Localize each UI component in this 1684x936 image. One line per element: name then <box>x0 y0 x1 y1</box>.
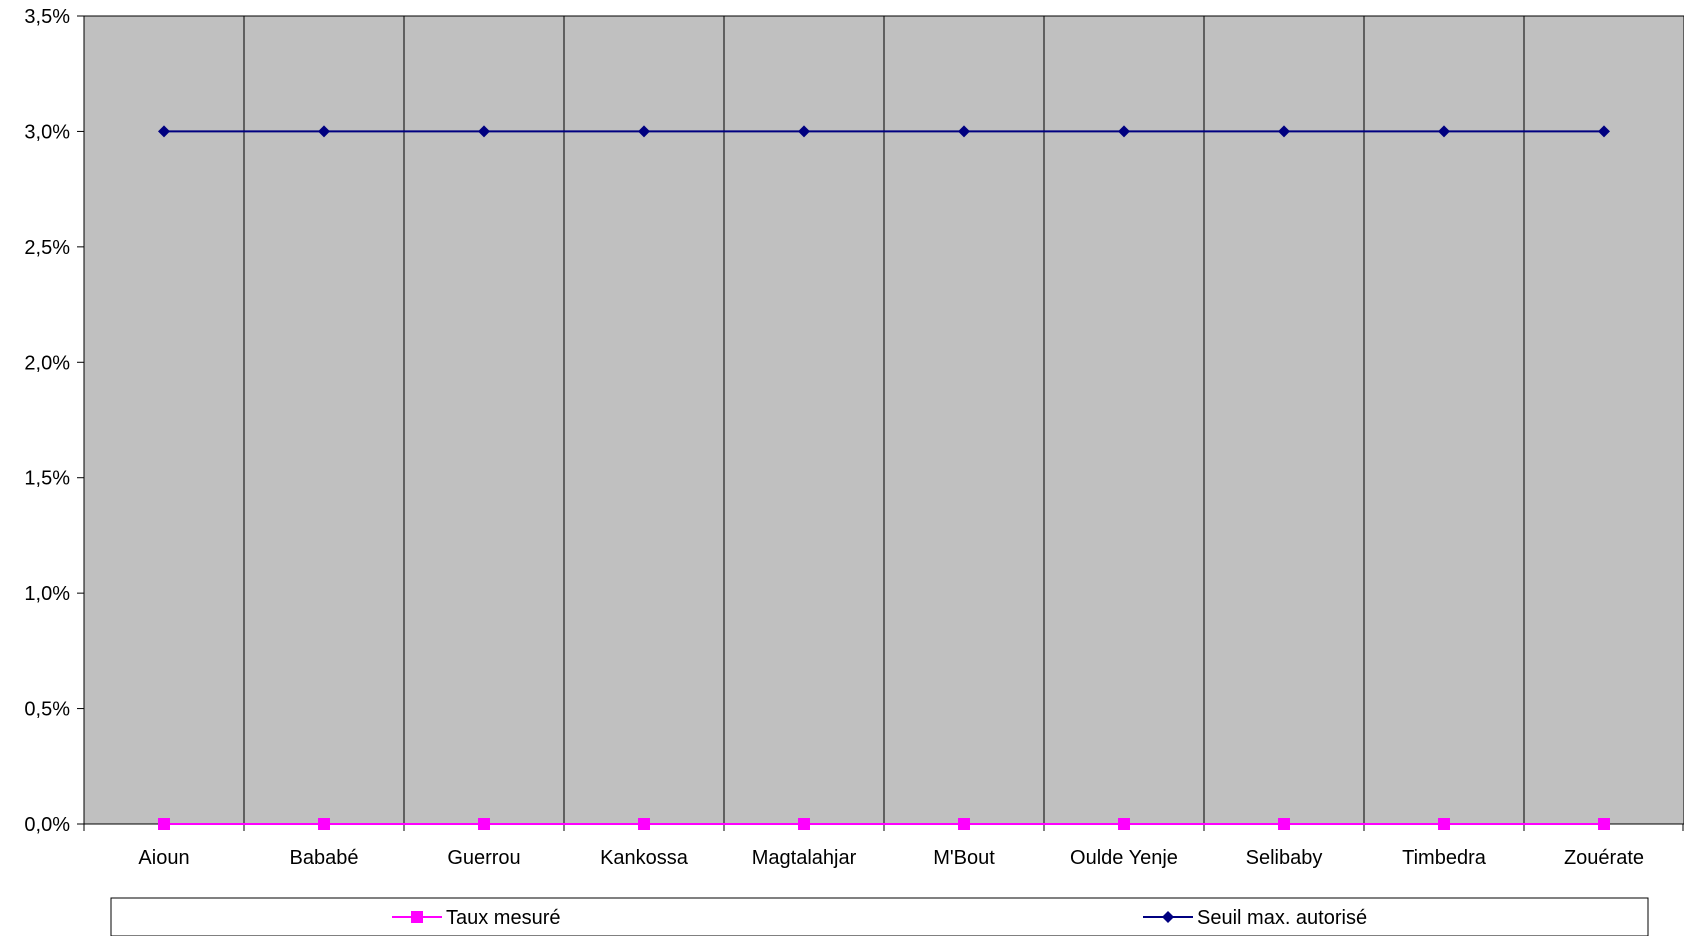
x-tick-label: Oulde Yenje <box>1070 847 1178 869</box>
x-tick-label: Selibaby <box>1246 847 1323 869</box>
y-tick-label: 1,0% <box>24 583 70 605</box>
marker-square <box>1118 818 1130 830</box>
legend-box <box>110 897 1649 936</box>
legend-label-taux-mesure: Taux mesuré <box>446 907 561 929</box>
category-dividers <box>243 16 1525 824</box>
legend: Taux mesuré Seuil max. autorisé <box>110 897 1649 936</box>
x-tick-label: Bababé <box>290 847 359 869</box>
marker-diamond <box>958 125 970 138</box>
legend-marker-taux-mesure <box>411 911 423 923</box>
marker-square <box>798 818 810 830</box>
y-axis: 0,0% 0,5% 1,0% 1,5% 2,0% 2,5% 3,0% 3,5% <box>24 6 85 836</box>
x-tick-label: Kankossa <box>600 847 689 869</box>
marker-diamond <box>1438 125 1450 138</box>
marker-diamond <box>1598 125 1610 138</box>
marker-diamond <box>1278 125 1290 138</box>
marker-square <box>1438 818 1450 830</box>
x-tick-label: Zouérate <box>1564 847 1644 869</box>
legend-item-taux-mesure: Taux mesuré <box>392 907 561 929</box>
marker-diamond <box>478 125 490 138</box>
y-tick-label: 3,5% <box>24 6 70 28</box>
y-tick-label: 0,0% <box>24 814 70 836</box>
x-tick-label: M'Bout <box>933 847 995 869</box>
marker-square <box>1278 818 1290 830</box>
y-tick-label: 1,5% <box>24 468 70 490</box>
series-markers <box>158 125 1610 830</box>
y-tick-label: 3,0% <box>24 121 70 143</box>
marker-diamond <box>798 125 810 138</box>
x-tick-label: Timbedra <box>1402 847 1487 869</box>
legend-label-seuil-max: Seuil max. autorisé <box>1197 907 1367 929</box>
marker-square <box>638 818 650 830</box>
y-tick-label: 0,5% <box>24 699 70 721</box>
y-tick-label: 2,5% <box>24 237 70 259</box>
x-axis: Aioun Bababé Guerrou Kankossa Magtalahjar M'B… <box>83 823 1684 869</box>
x-tick-label: Guerrou <box>447 847 520 869</box>
marker-diamond <box>1118 125 1130 138</box>
legend-marker-seuil-max <box>1162 911 1174 923</box>
marker-diamond <box>638 125 650 138</box>
series-lines <box>164 130 1604 825</box>
legend-item-seuil-max: Seuil max. autorisé <box>1143 907 1367 929</box>
marker-diamond <box>158 125 170 138</box>
marker-square <box>318 818 330 830</box>
marker-diamond <box>318 125 330 138</box>
marker-square <box>1598 818 1610 830</box>
y-tick-label: 2,0% <box>24 352 70 374</box>
x-tick-label: Aioun <box>138 847 189 869</box>
x-tick-label: Magtalahjar <box>752 847 857 869</box>
marker-square <box>958 818 970 830</box>
marker-square <box>478 818 490 830</box>
marker-square <box>158 818 170 830</box>
